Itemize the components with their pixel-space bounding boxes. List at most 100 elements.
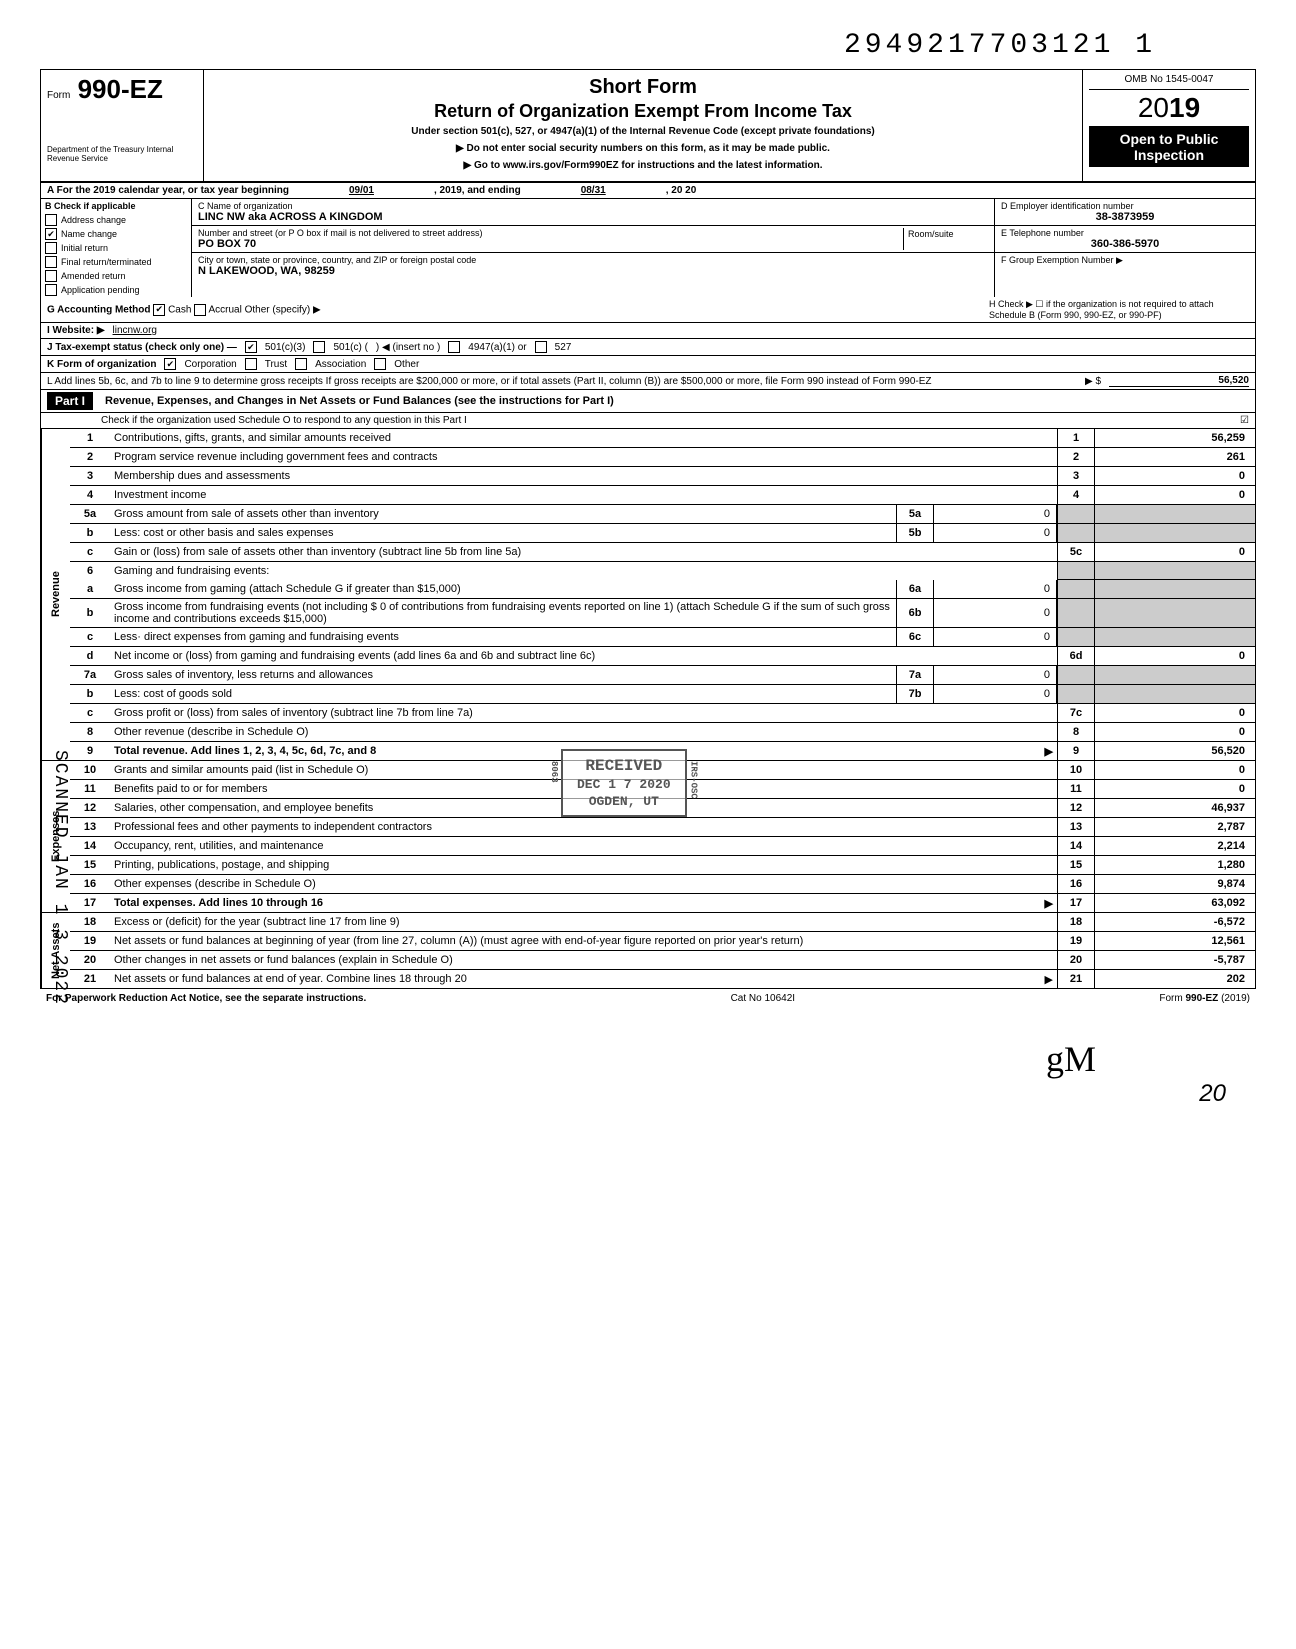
line-5a: 5a Gross amount from sale of assets othe… bbox=[70, 505, 1255, 524]
j-label: J Tax-exempt status (check only one) — bbox=[47, 342, 237, 353]
l-text: L Add lines 5b, 6c, and 7b to line 9 to … bbox=[47, 376, 1077, 387]
row-k: K Form of organization ✔ Corporation Tru… bbox=[40, 356, 1256, 373]
k-label: K Form of organization bbox=[47, 359, 156, 370]
g-cash-check[interactable]: ✔ bbox=[153, 304, 165, 316]
footer-left: For Paperwork Reduction Act Notice, see … bbox=[46, 993, 366, 1004]
org-name-label: C Name of organization bbox=[198, 201, 988, 211]
dept-label: Department of the Treasury Internal Reve… bbox=[47, 145, 197, 163]
open-public-badge: Open to Public Inspection bbox=[1089, 127, 1249, 167]
part1-check-box[interactable]: ☑ bbox=[1240, 415, 1249, 426]
footer-mid: Cat No 10642I bbox=[731, 993, 796, 1004]
line-17-value: 63,092 bbox=[1095, 894, 1255, 912]
line-8: 8 Other revenue (describe in Schedule O)… bbox=[70, 723, 1255, 742]
website-value: lincnw.org bbox=[113, 325, 157, 336]
ein-label: D Employer identification number bbox=[1001, 201, 1249, 211]
line-11-value: 0 bbox=[1095, 780, 1255, 798]
line-7c-value: 0 bbox=[1095, 704, 1255, 722]
g-accrual-check[interactable] bbox=[194, 304, 206, 316]
line-15-value: 1,280 bbox=[1095, 856, 1255, 874]
line-5c: c Gain or (loss) from sale of assets oth… bbox=[70, 543, 1255, 562]
j-527-check[interactable] bbox=[535, 341, 547, 353]
form-header: Form 990-EZ Department of the Treasury I… bbox=[40, 69, 1256, 183]
k-other-check[interactable] bbox=[374, 358, 386, 370]
tax-year-end-year: , 20 20 bbox=[666, 185, 697, 196]
section-b-header: B Check if applicable bbox=[41, 199, 191, 213]
check-initial-return[interactable]: Initial return bbox=[41, 241, 191, 255]
stamp-received-text: RECEIVED bbox=[577, 757, 671, 775]
line-6: 6 Gaming and fundraising events: bbox=[70, 562, 1255, 580]
line-2: 2 Program service revenue including gove… bbox=[70, 448, 1255, 467]
j-501c3-check[interactable]: ✔ bbox=[245, 341, 257, 353]
line-7c: c Gross profit or (loss) from sales of i… bbox=[70, 704, 1255, 723]
part1-badge: Part I bbox=[47, 392, 93, 410]
org-name: LINC NW aka ACROSS A KINGDOM bbox=[198, 211, 988, 223]
k-corp-check[interactable]: ✔ bbox=[164, 358, 176, 370]
netassets-section: Net Assets 18 Excess or (deficit) for th… bbox=[40, 913, 1256, 989]
line-18: 18 Excess or (deficit) for the year (sub… bbox=[70, 913, 1255, 932]
g-label: G Accounting Method bbox=[47, 304, 151, 315]
line-3-value: 0 bbox=[1095, 467, 1255, 485]
line-17: 17 Total expenses. Add lines 10 through … bbox=[70, 894, 1255, 912]
row-website: I Website: ▶ lincnw.org bbox=[40, 323, 1256, 339]
short-form-label: Short Form bbox=[212, 76, 1074, 99]
j-4947-check[interactable] bbox=[448, 341, 460, 353]
revenue-section: Revenue 1 Contributions, gifts, grants, … bbox=[40, 429, 1256, 761]
h-note: H Check ▶ ☐ if the organization is not r… bbox=[989, 299, 1249, 320]
check-applicable-col: B Check if applicable Address change ✔Na… bbox=[41, 199, 192, 297]
check-final-return[interactable]: Final return/terminated bbox=[41, 255, 191, 269]
goto-line: ▶ Go to www.irs.gov/Form990EZ for instru… bbox=[212, 160, 1074, 171]
line-6d: d Net income or (loss) from gaming and f… bbox=[70, 647, 1255, 666]
check-amended[interactable]: Amended return bbox=[41, 269, 191, 283]
ssn-warning: ▶ Do not enter social security numbers o… bbox=[212, 143, 1074, 154]
form-title-block: Short Form Return of Organization Exempt… bbox=[204, 70, 1083, 181]
line-6b: b Gross income from fundraising events (… bbox=[70, 599, 1255, 628]
tel-label: E Telephone number bbox=[1001, 228, 1249, 238]
i-label: I Website: ▶ bbox=[47, 325, 105, 336]
line-1-value: 56,259 bbox=[1095, 429, 1255, 447]
line-5b: b Less: cost or other basis and sales ex… bbox=[70, 524, 1255, 543]
check-name-change[interactable]: ✔Name change bbox=[41, 227, 191, 241]
tax-year-mid: , 2019, and ending bbox=[434, 185, 521, 196]
j-501c-check[interactable] bbox=[313, 341, 325, 353]
scanned-stamp: SCANNED JAN 1 3 2022 bbox=[50, 750, 70, 1006]
expenses-section: Expenses 10 Grants and similar amounts p… bbox=[40, 761, 1256, 913]
stamp-date: DEC 1 7 2020 bbox=[577, 777, 671, 792]
line-19: 19 Net assets or fund balances at beginn… bbox=[70, 932, 1255, 951]
line-1: 1 Contributions, gifts, grants, and simi… bbox=[70, 429, 1255, 448]
line-6d-value: 0 bbox=[1095, 647, 1255, 665]
row-j: J Tax-exempt status (check only one) — ✔… bbox=[40, 339, 1256, 356]
line-21: 21 Net assets or fund balances at end of… bbox=[70, 970, 1255, 988]
org-info-col: C Name of organization LINC NW aka ACROS… bbox=[192, 199, 995, 297]
line-4: 4 Investment income 4 0 bbox=[70, 486, 1255, 505]
line-12-value: 46,937 bbox=[1095, 799, 1255, 817]
line-21-value: 202 bbox=[1095, 970, 1255, 988]
form-id-block: Form 990-EZ Department of the Treasury I… bbox=[41, 70, 204, 181]
line-8-value: 0 bbox=[1095, 723, 1255, 741]
k-trust-check[interactable] bbox=[245, 358, 257, 370]
city-label: City or town, state or province, country… bbox=[198, 255, 988, 265]
line-7b: b Less: cost of goods sold 7b 0 bbox=[70, 685, 1255, 704]
form-number: 990-EZ bbox=[78, 74, 163, 104]
line-7a: 7a Gross sales of inventory, less return… bbox=[70, 666, 1255, 685]
tax-year-end-month: 08/31 bbox=[581, 185, 606, 196]
return-title: Return of Organization Exempt From Incom… bbox=[212, 101, 1074, 122]
footer-row: For Paperwork Reduction Act Notice, see … bbox=[40, 989, 1256, 1008]
row-l: L Add lines 5b, 6c, and 7b to line 9 to … bbox=[40, 373, 1256, 390]
tel-value: 360-386-5970 bbox=[1001, 238, 1249, 250]
line-13: 13 Professional fees and other payments … bbox=[70, 818, 1255, 837]
line-18-value: -6,572 bbox=[1095, 913, 1255, 931]
check-address-change[interactable]: Address change bbox=[41, 213, 191, 227]
line-5c-value: 0 bbox=[1095, 543, 1255, 561]
section-b-row: B Check if applicable Address change ✔Na… bbox=[40, 199, 1256, 297]
city-value: N LAKEWOOD, WA, 98259 bbox=[198, 265, 988, 277]
part1-check-row: Check if the organization used Schedule … bbox=[40, 413, 1256, 429]
line-14-value: 2,214 bbox=[1095, 837, 1255, 855]
k-assoc-check[interactable] bbox=[295, 358, 307, 370]
tax-year-label: A For the 2019 calendar year, or tax yea… bbox=[47, 185, 289, 196]
check-app-pending[interactable]: Application pending bbox=[41, 283, 191, 297]
line-14: 14 Occupancy, rent, utilities, and maint… bbox=[70, 837, 1255, 856]
line-4-value: 0 bbox=[1095, 486, 1255, 504]
street-value: PO BOX 70 bbox=[198, 238, 903, 250]
line-6a: a Gross income from gaming (attach Sched… bbox=[70, 580, 1255, 599]
page-number: 20 bbox=[40, 1080, 1256, 1108]
